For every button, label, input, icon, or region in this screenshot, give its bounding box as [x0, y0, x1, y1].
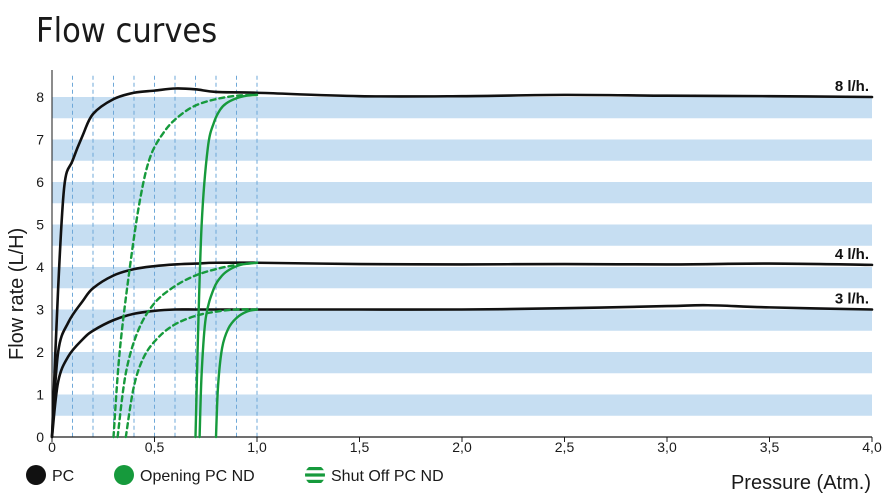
y-tick-label: 8	[36, 89, 44, 105]
legend-label: Opening PC ND	[140, 468, 255, 485]
y-axis-label: Flow rate (L/H)	[6, 228, 28, 360]
x-tick-label: 2,0	[452, 439, 472, 455]
x-axis-label: Pressure (Atm.)	[731, 472, 871, 493]
y-tick-label: 1	[36, 387, 44, 403]
x-tick-label: 4,0	[862, 439, 882, 455]
y-tick-label: 5	[36, 217, 44, 233]
y-tick-label: 6	[36, 174, 44, 190]
series-line-pc	[50, 303, 874, 439]
legend-marker-striped	[305, 467, 325, 483]
grid-band	[52, 309, 872, 331]
series-line-opening-pc-nd	[214, 308, 259, 439]
x-tick-label: 3,5	[760, 439, 780, 455]
x-tick-label: 2,5	[555, 439, 575, 455]
chart-title: Flow curves	[36, 11, 217, 51]
x-tick-labels: 0 0,5 1,0 1,5 2,0 2,5 3,0 3,5 4,0	[48, 437, 882, 455]
series-lines	[50, 87, 874, 439]
series-line-shut-off-pc-nd	[112, 93, 259, 439]
y-tick-label: 2	[36, 344, 44, 360]
grid-band	[52, 224, 872, 246]
background-bands	[52, 97, 872, 416]
series-label: 8 l/h.	[835, 78, 869, 95]
series-labels: 8 l/h. 4 l/h. 3 l/h.	[835, 78, 869, 308]
series-label: 4 l/h.	[835, 246, 869, 263]
legend-label: PC	[52, 468, 74, 485]
x-tick-label: 1,0	[247, 439, 267, 455]
legend-marker	[114, 465, 134, 485]
legend-marker	[26, 465, 46, 485]
grid-band	[52, 182, 872, 204]
series-line-shut-off-pc-nd	[116, 261, 259, 439]
legend-label: Shut Off PC ND	[331, 468, 444, 485]
y-tick-label: 3	[36, 302, 44, 318]
x-tick-label: 3,0	[657, 439, 677, 455]
y-tick-labels: 0 1 2 3 4 5 6 7 8	[36, 89, 44, 445]
grid-band	[52, 267, 872, 289]
vertical-gridlines	[72, 75, 258, 437]
y-tick-label: 4	[36, 259, 44, 275]
legend: PC Opening PC ND Shut Off PC ND	[26, 465, 444, 485]
series-line-shut-off-pc-nd	[124, 308, 259, 439]
y-tick-label: 0	[36, 429, 44, 445]
series-line-pc	[50, 87, 874, 439]
x-tick-label: 0	[48, 439, 56, 455]
x-tick-label: 0,5	[145, 439, 165, 455]
series-line-opening-pc-nd	[198, 261, 259, 439]
x-tick-label: 1,5	[350, 439, 370, 455]
series-label: 3 l/h.	[835, 291, 869, 308]
y-tick-label: 7	[36, 132, 44, 148]
series-line-opening-pc-nd	[194, 93, 259, 439]
